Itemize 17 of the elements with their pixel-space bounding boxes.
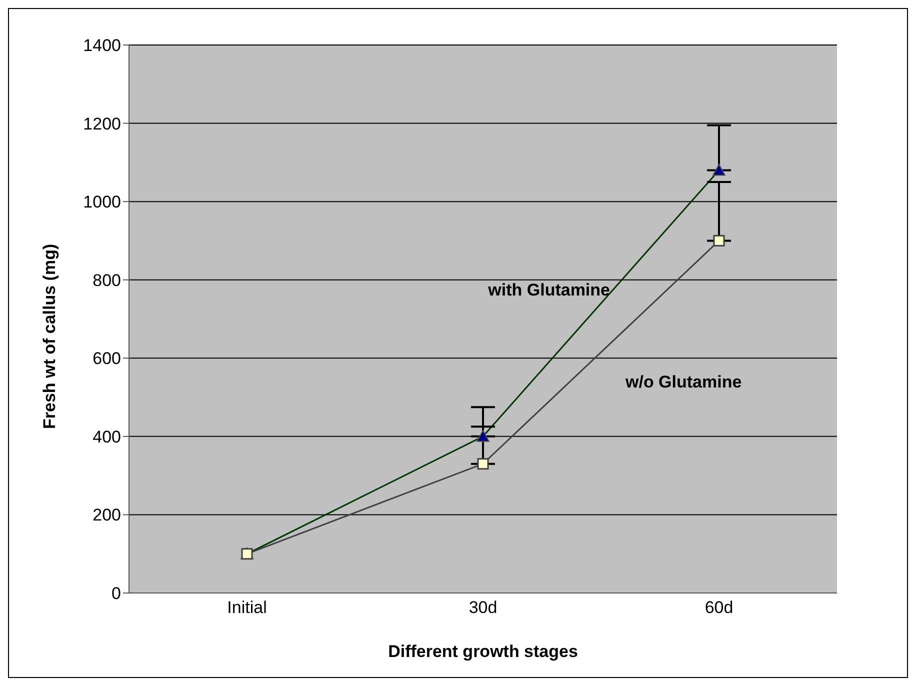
y-axis-title: Fresh wt of callus (mg) xyxy=(40,244,60,429)
x-axis-title: Different growth stages xyxy=(388,642,578,661)
y-tick-label: 1400 xyxy=(83,36,121,56)
x-tick-label: 30d xyxy=(468,598,498,618)
point xyxy=(713,234,725,246)
y-tick-label: 800 xyxy=(92,270,121,290)
y-tick-label: 200 xyxy=(92,506,121,525)
x-tick-label: 60d xyxy=(704,598,734,618)
series-label: with Glutamine xyxy=(487,280,610,300)
y-tick-label: 1200 xyxy=(83,114,121,134)
x-tick-label: Initial xyxy=(227,598,267,618)
y-tick-label: 0 xyxy=(112,584,121,604)
y-tick-label: 400 xyxy=(92,427,121,446)
y-tick-label: 600 xyxy=(92,349,121,368)
point xyxy=(477,458,489,470)
series-label: w/o Glutamine xyxy=(624,372,742,392)
y-tick-label: 1000 xyxy=(83,192,121,212)
